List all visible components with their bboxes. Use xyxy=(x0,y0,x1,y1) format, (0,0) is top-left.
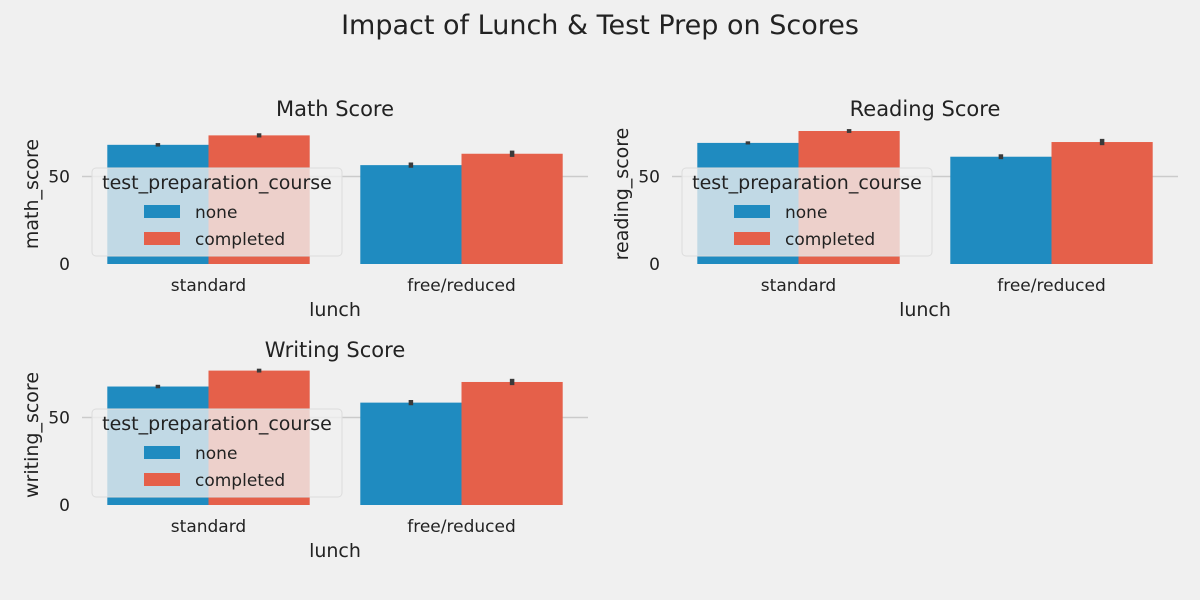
legend-swatch-none xyxy=(734,205,770,218)
y-axis-label: writing_score xyxy=(21,372,43,498)
legend-label-none: none xyxy=(195,203,237,223)
legend-title: test_preparation_course xyxy=(102,172,332,194)
bar-none-free-reduced xyxy=(360,402,462,505)
subplot-2: standard free/reduced 0 50 Reading Score lunc… xyxy=(611,97,1178,321)
subplot-title: Writing Score xyxy=(265,338,406,362)
x-tick-label: standard xyxy=(171,517,246,537)
bar-completed-free-reduced xyxy=(461,381,563,505)
figure-title: Impact of Lunch & Test Prep on Scores xyxy=(341,10,859,41)
x-tick-label: standard xyxy=(171,276,246,296)
y-tick-label: 0 xyxy=(59,496,70,516)
x-tick-label: free/reduced xyxy=(407,517,515,537)
subplot-title: Reading Score xyxy=(850,97,1001,121)
bar-none-free-reduced xyxy=(950,156,1052,264)
subplot-3: standard free/reduced 0 50 Writing Score lunc… xyxy=(21,338,588,562)
legend-label-none: none xyxy=(195,444,237,464)
y-tick-label: 50 xyxy=(48,409,70,429)
subplot-1: standard free/reduced 0 50 Math Score lunch ma… xyxy=(21,97,588,321)
bar-completed-free-reduced xyxy=(1051,142,1153,264)
x-tick-label: standard xyxy=(761,276,836,296)
x-axis-label: lunch xyxy=(899,299,951,321)
y-tick-label: 0 xyxy=(59,255,70,275)
bar-completed-free-reduced xyxy=(461,153,563,264)
legend-title: test_preparation_course xyxy=(102,413,332,435)
y-tick-label: 0 xyxy=(649,255,660,275)
legend-label-completed: completed xyxy=(195,230,285,250)
legend-swatch-none xyxy=(144,446,180,459)
legend-swatch-completed xyxy=(734,232,770,245)
y-axis-label: math_score xyxy=(21,139,43,249)
y-tick-label: 50 xyxy=(48,168,70,188)
subplot-title: Math Score xyxy=(276,97,394,121)
x-tick-label: free/reduced xyxy=(407,276,515,296)
legend-swatch-completed xyxy=(144,473,180,486)
bar-none-free-reduced xyxy=(360,165,462,264)
legend-label-none: none xyxy=(785,203,827,223)
y-tick-label: 50 xyxy=(638,168,660,188)
subplots: standard free/reduced 0 50 Math Score lunch ma… xyxy=(21,97,1178,562)
x-axis-label: lunch xyxy=(309,540,361,562)
legend-title: test_preparation_course xyxy=(692,172,922,194)
legend-swatch-completed xyxy=(144,232,180,245)
y-axis-label: reading_score xyxy=(611,128,633,261)
x-tick-label: free/reduced xyxy=(997,276,1105,296)
x-axis-label: lunch xyxy=(309,299,361,321)
legend-label-completed: completed xyxy=(195,471,285,491)
legend-label-completed: completed xyxy=(785,230,875,250)
legend-swatch-none xyxy=(144,205,180,218)
